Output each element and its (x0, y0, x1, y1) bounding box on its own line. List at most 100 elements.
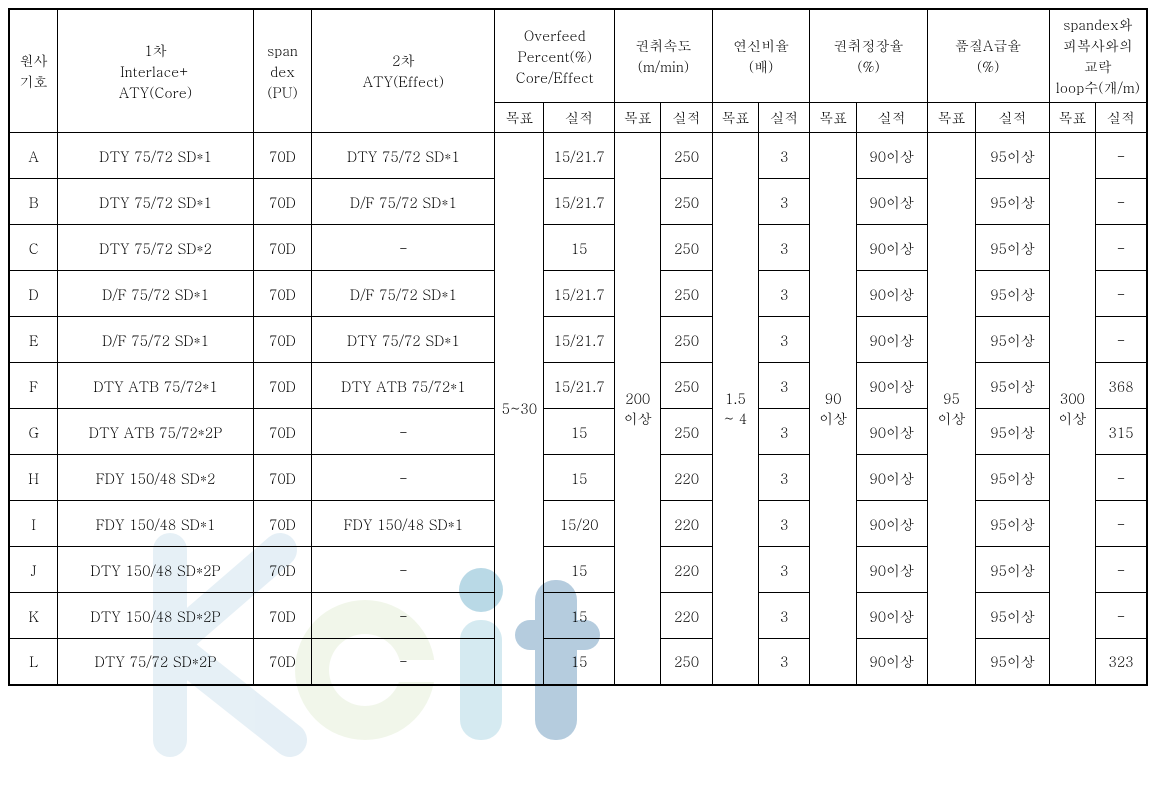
cell-id: J (9, 547, 58, 593)
header-core: 1차Interlace+ATY(Core) (58, 9, 253, 133)
cell-windtension-target: 90이상 (810, 133, 856, 685)
cell-core: D/F 75/72 SD*1 (58, 271, 253, 317)
cell-windtension-actual: 90이상 (856, 593, 927, 639)
cell-drawratio-actual: 3 (759, 455, 810, 501)
cell-windtension-actual: 90이상 (856, 271, 927, 317)
cell-core: DTY 75/72 SD*2P (58, 639, 253, 685)
cell-loop-actual: - (1096, 317, 1147, 363)
table-row: LDTY 75/72 SD*2P70D-15250390이상95이상323 (9, 639, 1147, 685)
cell-qualityA-actual: 95이상 (976, 455, 1049, 501)
cell-overfeed-actual: 15/21.7 (544, 363, 615, 409)
cell-effect: - (312, 409, 495, 455)
cell-id: K (9, 593, 58, 639)
cell-windtension-actual: 90이상 (856, 317, 927, 363)
cell-windspeed-actual: 250 (661, 133, 712, 179)
cell-overfeed-actual: 15 (544, 409, 615, 455)
subheader-target: 목표 (495, 103, 544, 133)
cell-effect: FDY 150/48 SD*1 (312, 501, 495, 547)
cell-effect: - (312, 455, 495, 501)
cell-loop-actual: 315 (1096, 409, 1147, 455)
cell-windspeed-actual: 220 (661, 547, 712, 593)
cell-loop-target: 300이상 (1049, 133, 1095, 685)
cell-windtension-actual: 90이상 (856, 133, 927, 179)
cell-windtension-actual: 90이상 (856, 409, 927, 455)
cell-spandex: 70D (253, 409, 312, 455)
cell-windspeed-actual: 250 (661, 179, 712, 225)
cell-qualityA-actual: 95이상 (976, 133, 1049, 179)
cell-effect: D/F 75/72 SD*1 (312, 179, 495, 225)
cell-core: DTY 75/72 SD*1 (58, 179, 253, 225)
header-drawratio: 연신비율(배) (712, 9, 810, 103)
cell-windspeed-actual: 250 (661, 363, 712, 409)
cell-id: I (9, 501, 58, 547)
cell-drawratio-actual: 3 (759, 593, 810, 639)
header-id: 원사기호 (9, 9, 58, 133)
subheader-target: 목표 (615, 103, 661, 133)
cell-core: FDY 150/48 SD*2 (58, 455, 253, 501)
cell-id: L (9, 639, 58, 685)
header-spandex: spandex(PU) (253, 9, 312, 133)
cell-drawratio-actual: 3 (759, 133, 810, 179)
table-row: GDTY ATB 75/72*2P70D-15250390이상95이상315 (9, 409, 1147, 455)
subheader-target: 목표 (927, 103, 976, 133)
cell-qualityA-target: 95이상 (927, 133, 976, 685)
subheader-target: 목표 (1049, 103, 1095, 133)
cell-core: DTY 150/48 SD*2P (58, 547, 253, 593)
cell-loop-actual: - (1096, 547, 1147, 593)
cell-effect: D/F 75/72 SD*1 (312, 271, 495, 317)
cell-loop-actual: - (1096, 133, 1147, 179)
cell-drawratio-actual: 3 (759, 317, 810, 363)
subheader-actual: 실적 (976, 103, 1049, 133)
cell-effect: - (312, 225, 495, 271)
subheader-actual: 실적 (661, 103, 712, 133)
cell-overfeed-actual: 15/21.7 (544, 133, 615, 179)
header-overfeed: OverfeedPercent(%)Core/Effect (495, 9, 615, 103)
table-row: CDTY 75/72 SD*270D-15250390이상95이상- (9, 225, 1147, 271)
cell-loop-actual: - (1096, 225, 1147, 271)
table-row: JDTY 150/48 SD*2P70D-15220390이상95이상- (9, 547, 1147, 593)
cell-loop-actual: 323 (1096, 639, 1147, 685)
table-row: HFDY 150/48 SD*270D-15220390이상95이상- (9, 455, 1147, 501)
table-row: ED/F 75/72 SD*170DDTY 75/72 SD*115/21.72… (9, 317, 1147, 363)
cell-spandex: 70D (253, 363, 312, 409)
cell-windspeed-actual: 250 (661, 317, 712, 363)
cell-qualityA-actual: 95이상 (976, 409, 1049, 455)
subheader-actual: 실적 (759, 103, 810, 133)
cell-qualityA-actual: 95이상 (976, 179, 1049, 225)
cell-overfeed-target: 5~30 (495, 133, 544, 685)
cell-drawratio-actual: 3 (759, 363, 810, 409)
cell-windtension-actual: 90이상 (856, 501, 927, 547)
cell-drawratio-actual: 3 (759, 547, 810, 593)
cell-qualityA-actual: 95이상 (976, 547, 1049, 593)
subheader-actual: 실적 (856, 103, 927, 133)
table-row: IFDY 150/48 SD*170DFDY 150/48 SD*115/202… (9, 501, 1147, 547)
cell-overfeed-actual: 15 (544, 547, 615, 593)
subheader-actual: 실적 (544, 103, 615, 133)
cell-spandex: 70D (253, 133, 312, 179)
cell-windspeed-actual: 250 (661, 409, 712, 455)
table-row: KDTY 150/48 SD*2P70D-15220390이상95이상- (9, 593, 1147, 639)
cell-windtension-actual: 90이상 (856, 547, 927, 593)
cell-effect: - (312, 639, 495, 685)
cell-windtension-actual: 90이상 (856, 225, 927, 271)
cell-windspeed-actual: 250 (661, 639, 712, 685)
cell-effect: - (312, 593, 495, 639)
subheader-actual: 실적 (1096, 103, 1147, 133)
cell-spandex: 70D (253, 225, 312, 271)
cell-effect: DTY 75/72 SD*1 (312, 317, 495, 363)
cell-qualityA-actual: 95이상 (976, 639, 1049, 685)
cell-core: DTY 75/72 SD*1 (58, 133, 253, 179)
cell-spandex: 70D (253, 593, 312, 639)
cell-overfeed-actual: 15 (544, 225, 615, 271)
table-row: ADTY 75/72 SD*170DDTY 75/72 SD*15~3015/2… (9, 133, 1147, 179)
cell-overfeed-actual: 15/21.7 (544, 317, 615, 363)
cell-loop-actual: - (1096, 593, 1147, 639)
cell-effect: DTY 75/72 SD*1 (312, 133, 495, 179)
table-body: ADTY 75/72 SD*170DDTY 75/72 SD*15~3015/2… (9, 133, 1147, 685)
cell-qualityA-actual: 95이상 (976, 271, 1049, 317)
cell-overfeed-actual: 15/21.7 (544, 179, 615, 225)
cell-qualityA-actual: 95이상 (976, 363, 1049, 409)
cell-windtension-actual: 90이상 (856, 179, 927, 225)
cell-core: DTY 150/48 SD*2P (58, 593, 253, 639)
cell-drawratio-actual: 3 (759, 639, 810, 685)
